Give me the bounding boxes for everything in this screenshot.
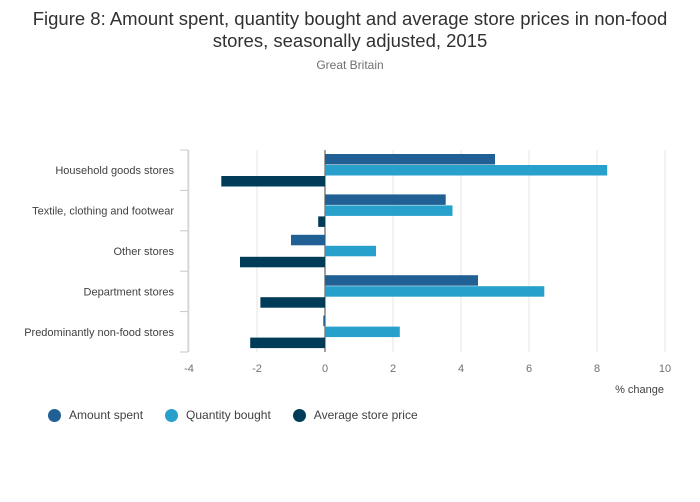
bar-quantity-bought-0[interactable] — [325, 165, 608, 176]
chart-subtitle: Great Britain — [316, 58, 384, 72]
x-tick-label: 8 — [594, 363, 600, 375]
bars — [221, 154, 608, 349]
bar-amount-spent-1[interactable] — [325, 194, 446, 205]
x-tick-label: -4 — [184, 363, 194, 375]
category-label: Department stores — [84, 286, 175, 298]
x-tick-label: 2 — [390, 363, 396, 375]
legend-swatch — [48, 408, 61, 422]
category-labels: Household goods stores Textile, clothing … — [24, 165, 174, 339]
bar-amount-spent-3[interactable] — [325, 275, 478, 286]
x-tick-label: 4 — [458, 363, 464, 375]
x-tick-label: 10 — [659, 363, 671, 375]
category-label: Other stores — [113, 246, 174, 258]
x-tick-label: 0 — [322, 363, 328, 375]
legend: Amount spent Quantity bought Average store… — [48, 408, 440, 422]
chart-title: Figure 8: Amount spent, quantity bought … — [32, 8, 668, 51]
bar-quantity-bought-2[interactable] — [325, 245, 376, 257]
x-tick-label: -2 — [252, 363, 262, 375]
category-label: Household goods stores — [55, 165, 174, 177]
legend-item[interactable]: Amount spent — [48, 408, 143, 422]
x-tick-labels: -4 -2 0 2 4 6 8 10 — [184, 363, 671, 375]
legend-swatch — [292, 408, 306, 422]
legend-label: Quantity bought — [186, 408, 271, 422]
legend-label: Amount spent — [69, 408, 144, 422]
bar-average-store-price-4[interactable] — [250, 337, 325, 349]
bar-average-store-price-2[interactable] — [240, 256, 325, 268]
category-label: Predominantly non-food stores — [24, 327, 174, 339]
bar-amount-spent-4[interactable] — [323, 315, 325, 327]
bar-amount-spent-0[interactable] — [325, 154, 495, 165]
bar-average-store-price-0[interactable] — [221, 176, 325, 187]
legend-item[interactable]: Average store price — [292, 408, 418, 422]
bar-quantity-bought-1[interactable] — [325, 205, 453, 216]
category-label: Textile, clothing and footwear — [32, 206, 174, 218]
bar-average-store-price-1[interactable] — [318, 216, 325, 227]
legend-label: Average store price — [313, 408, 418, 422]
x-axis-title: % change — [615, 384, 664, 396]
x-tick-label: 6 — [526, 363, 532, 375]
bar-average-store-price-3[interactable] — [260, 297, 325, 308]
legend-item[interactable]: Quantity bought — [165, 408, 271, 422]
legend-swatch — [165, 408, 179, 422]
bar-quantity-bought-3[interactable] — [325, 286, 545, 297]
bar-amount-spent-2[interactable] — [291, 234, 325, 246]
gridlines — [180, 149, 666, 353]
bar-quantity-bought-4[interactable] — [325, 326, 400, 338]
